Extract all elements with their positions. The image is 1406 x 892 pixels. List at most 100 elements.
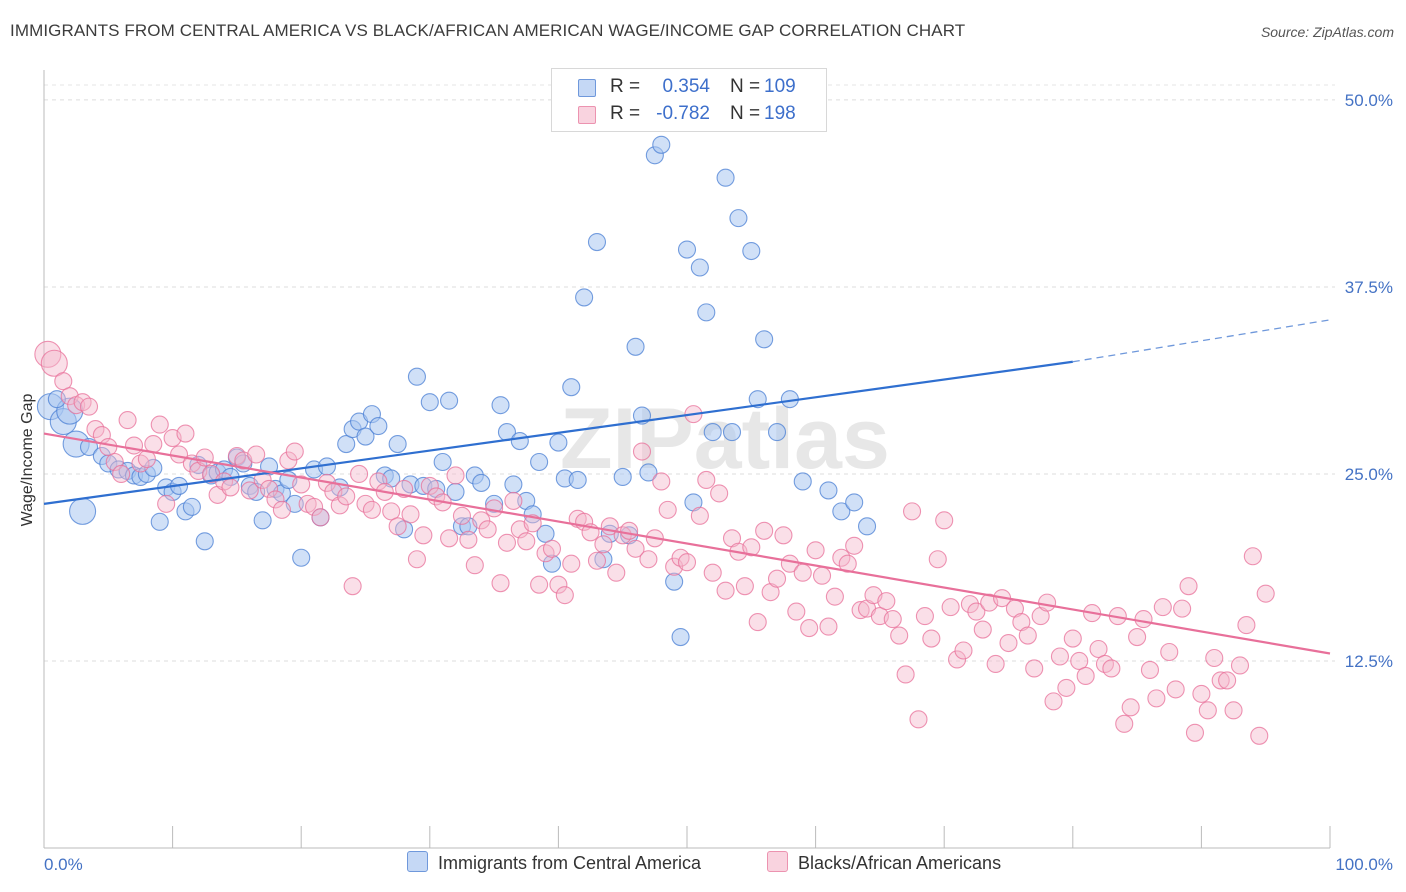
trend-line-immigrants-extension (1072, 319, 1331, 363)
point-blacks (755, 521, 774, 540)
legend-swatch-blue (407, 851, 428, 872)
point-blacks (1179, 577, 1198, 596)
point-blacks (710, 484, 729, 503)
point-immigrants (407, 367, 426, 386)
point-blacks (1224, 701, 1243, 720)
point-blacks (1115, 714, 1134, 733)
point-immigrants (536, 524, 555, 543)
point-blacks (285, 442, 304, 461)
point-immigrants (504, 475, 523, 494)
point-blacks (838, 554, 857, 573)
point-immigrants (742, 241, 761, 261)
point-blacks (54, 372, 73, 391)
point-immigrants (722, 423, 742, 442)
y-tick-label: 12.5% (1345, 652, 1393, 671)
point-blacks (1038, 593, 1057, 612)
point-immigrants (845, 493, 864, 512)
point-blacks (485, 499, 504, 518)
point-immigrants (613, 467, 632, 487)
point-blacks (1230, 656, 1250, 675)
point-immigrants (472, 473, 491, 492)
point-blacks (465, 556, 484, 575)
point-blacks (935, 511, 954, 530)
point-blacks (787, 602, 806, 621)
point-blacks (118, 411, 137, 430)
point-blacks (697, 470, 716, 489)
point-blacks (632, 442, 652, 461)
legend-item-blacks[interactable]: Blacks/African Americans (767, 851, 1001, 874)
legend-r-label: R = (610, 103, 641, 124)
point-blacks (343, 577, 362, 596)
point-blacks (594, 535, 613, 554)
point-immigrants (677, 240, 697, 259)
point-blacks (395, 479, 414, 498)
point-blacks (1160, 642, 1179, 662)
point-immigrants (356, 427, 375, 446)
point-blacks (902, 502, 922, 521)
point-immigrants (549, 433, 568, 452)
point-blacks (1025, 659, 1044, 678)
point-blacks (1089, 639, 1108, 659)
legend-label: Blacks/African Americans (798, 853, 1002, 873)
y-tick-label: 37.5% (1345, 278, 1393, 297)
point-blacks (915, 607, 934, 626)
point-blacks (112, 464, 131, 484)
point-blacks (523, 514, 542, 533)
trend-lines (43, 319, 1331, 655)
point-blacks (806, 541, 825, 560)
point-blacks (999, 633, 1018, 653)
legend-n-label: N = (730, 103, 761, 124)
point-blacks (941, 598, 960, 617)
point-blacks (677, 553, 697, 572)
point-blacks (259, 479, 279, 498)
point-blacks (735, 577, 754, 596)
point-blacks (973, 620, 992, 639)
point-blacks (703, 563, 722, 582)
point-blacks (330, 496, 349, 515)
point-blacks (414, 526, 433, 545)
point-immigrants (485, 494, 504, 513)
point-immigrants (793, 472, 812, 491)
legend-swatch-blue (578, 79, 596, 97)
x-tick-label: 100.0% (1335, 855, 1393, 874)
point-blacks (542, 539, 562, 558)
point-blacks (890, 626, 909, 645)
point-blacks (240, 481, 259, 500)
point-blacks (1070, 651, 1089, 671)
point-blacks (530, 575, 549, 594)
point-immigrants (729, 209, 748, 228)
y-axis-label: Wage/Income Gap (19, 394, 36, 527)
point-immigrants (510, 431, 529, 451)
legend-n-value: 109 (764, 76, 796, 97)
point-blacks (440, 529, 459, 548)
point-blacks (1050, 647, 1069, 666)
axes (43, 70, 1331, 849)
point-immigrants (292, 548, 311, 567)
point-blacks (851, 601, 870, 620)
point-blacks (1243, 547, 1262, 566)
point-blacks (767, 569, 787, 588)
point-blacks (124, 436, 144, 455)
point-immigrants (568, 470, 587, 489)
point-blacks (150, 415, 169, 434)
point-blacks (407, 550, 426, 569)
point-blacks (774, 526, 793, 545)
point-blacks (716, 581, 735, 600)
point-blacks (819, 617, 838, 636)
point-immigrants (369, 417, 388, 436)
point-blacks (909, 710, 928, 729)
point-blacks (1173, 599, 1192, 618)
correlation-legend: R = 0.354 N = 109 R = -0.782 N = 198 (551, 68, 827, 132)
point-blacks (157, 494, 176, 513)
point-blacks (658, 500, 677, 519)
point-blacks (247, 445, 266, 464)
point-blacks (1018, 626, 1037, 645)
point-immigrants (755, 330, 774, 349)
point-immigrants (587, 233, 607, 252)
point-immigrants (652, 135, 671, 154)
point-blacks (382, 502, 401, 521)
legend-n-label: N = (730, 76, 761, 97)
source-label: Source: ZipAtlas.com (1260, 24, 1394, 40)
legend-item-immigrants[interactable]: Immigrants from Central America (407, 851, 701, 874)
point-immigrants (530, 452, 549, 472)
